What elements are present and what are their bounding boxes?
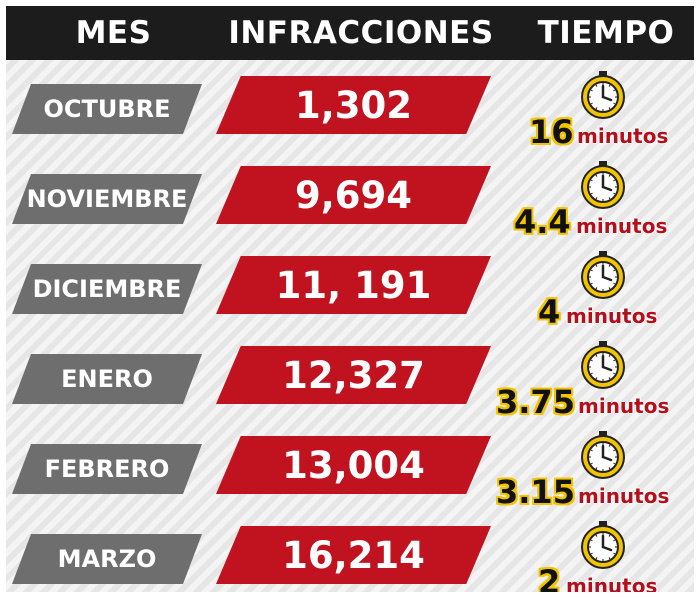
header-tiempo: TIEMPO [537,15,675,51]
month-text: FEBRERO [44,455,170,483]
tiempo-number: 4 [538,293,561,331]
tiempo-unit: minutos [566,574,658,592]
month-label: OCTUBRE [12,84,202,134]
tiempo-unit: minutos [577,124,669,148]
infracciones-value: 12,327 [216,346,491,404]
infographic-table: MES INFRACCIONES TIEMPO OCTUBRE 1,302 16 mi… [6,6,694,592]
month-text: ENERO [61,365,153,393]
header-infracciones: INFRACCIONES [228,15,494,51]
table-header: MES INFRACCIONES TIEMPO [6,6,694,60]
infracciones-value: 16,214 [216,526,491,584]
infracciones-value: 1,302 [216,76,491,134]
stopwatch-clock-icon [578,430,628,480]
tiempo-number: 4.4 [514,203,571,241]
stopwatch-clock-icon [578,250,628,300]
tiempo-unit: minutos [578,394,670,418]
tiempo-unit: minutos [578,484,670,508]
stopwatch-clock-icon [578,520,628,570]
table-row: MARZO 16,214 2 minutos [6,516,694,592]
infracciones-value: 9,694 [216,166,491,224]
stopwatch-clock-icon [578,160,628,210]
month-label: ENERO [12,354,202,404]
header-mes: MES [75,15,152,51]
tiempo-number: 3.75 [496,383,575,421]
tiempo-unit: minutos [566,304,658,328]
month-label: MARZO [12,534,202,584]
tiempo-number: 3.15 [496,473,575,511]
table-row: FEBRERO 13,004 3.15 minutos [6,426,694,516]
table-row: OCTUBRE 1,302 16 minutos [6,66,694,156]
table-row: NOVIEMBRE 9,694 4.4 minutos [6,156,694,246]
month-text: MARZO [57,545,157,573]
stopwatch-clock-icon [578,70,628,120]
month-label: DICIEMBRE [12,264,202,314]
stopwatch-clock-icon [578,340,628,390]
infracciones-value: 11, 191 [216,256,491,314]
month-label: NOVIEMBRE [12,174,202,224]
infracciones-value: 13,004 [216,436,491,494]
month-text: NOVIEMBRE [26,185,188,213]
tiempo-number: 16 [529,113,574,151]
table-row: ENERO 12,327 3.75 minutos [6,336,694,426]
month-text: OCTUBRE [43,95,171,123]
table-row: DICIEMBRE 11, 191 4 minutos [6,246,694,336]
month-text: DICIEMBRE [32,275,182,303]
tiempo-unit: minutos [576,214,668,238]
tiempo-number: 2 [538,563,561,592]
month-label: FEBRERO [12,444,202,494]
